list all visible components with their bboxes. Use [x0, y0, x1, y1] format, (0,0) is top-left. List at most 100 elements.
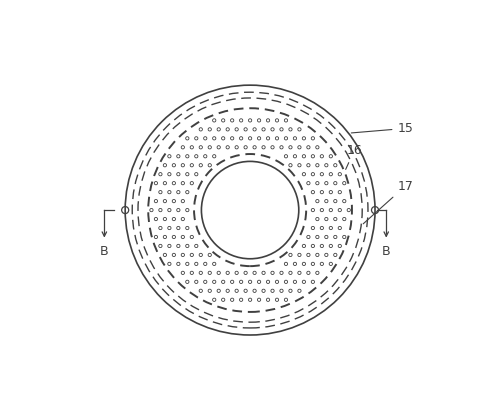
Point — [215, 287, 223, 294]
Point — [286, 144, 294, 151]
Point — [309, 207, 317, 213]
Point — [323, 234, 330, 240]
Point — [309, 243, 317, 249]
Point — [233, 126, 241, 133]
Point — [170, 180, 178, 186]
Point — [327, 260, 335, 267]
Point — [268, 144, 276, 151]
Point — [242, 126, 249, 133]
Point — [323, 180, 330, 186]
Point — [278, 144, 285, 151]
Point — [210, 117, 218, 124]
Point — [251, 270, 259, 276]
Point — [179, 216, 187, 223]
Point — [336, 171, 344, 178]
Point — [313, 270, 321, 276]
Point — [318, 225, 326, 231]
Point — [318, 171, 326, 178]
Point — [157, 243, 164, 249]
Point — [165, 153, 173, 160]
Point — [202, 135, 209, 142]
Point — [296, 252, 304, 258]
Text: 15: 15 — [351, 122, 413, 135]
Point — [313, 162, 321, 168]
Point — [215, 126, 223, 133]
Point — [210, 135, 218, 142]
Point — [206, 252, 214, 258]
Point — [309, 225, 317, 231]
Point — [264, 135, 272, 142]
Point — [296, 144, 304, 151]
Point — [336, 189, 344, 196]
Point — [264, 297, 272, 303]
Point — [255, 278, 263, 285]
Point — [188, 270, 196, 276]
Point — [174, 153, 182, 160]
Point — [224, 126, 232, 133]
Point — [152, 180, 160, 186]
Point — [192, 135, 200, 142]
Point — [318, 207, 326, 213]
Point — [242, 144, 249, 151]
Point — [210, 260, 218, 267]
Point — [286, 270, 294, 276]
Point — [179, 234, 187, 240]
Point — [219, 297, 227, 303]
Point — [179, 162, 187, 168]
Point — [313, 180, 321, 186]
Point — [291, 153, 299, 160]
Point — [340, 216, 348, 223]
Text: 16: 16 — [346, 144, 362, 169]
Point — [157, 171, 164, 178]
Point — [219, 135, 227, 142]
Point — [331, 234, 339, 240]
Point — [188, 162, 196, 168]
Point — [152, 234, 160, 240]
Point — [242, 287, 249, 294]
Point — [268, 270, 276, 276]
Point — [237, 297, 245, 303]
Point — [318, 243, 326, 249]
Point — [246, 135, 254, 142]
Point — [282, 297, 290, 303]
Point — [206, 162, 214, 168]
Point — [282, 135, 290, 142]
Point — [157, 225, 164, 231]
Point — [331, 180, 339, 186]
Point — [183, 243, 191, 249]
Point — [260, 144, 267, 151]
Point — [233, 270, 241, 276]
Point — [179, 144, 187, 151]
Point — [313, 252, 321, 258]
Point — [246, 278, 254, 285]
Point — [210, 297, 218, 303]
Point — [313, 198, 321, 204]
Point — [174, 207, 182, 213]
Point — [224, 287, 232, 294]
Point — [273, 297, 281, 303]
Point — [170, 198, 178, 204]
Point — [197, 144, 204, 151]
Point — [300, 260, 308, 267]
Point — [286, 287, 294, 294]
Point — [327, 189, 335, 196]
Point — [336, 207, 344, 213]
Point — [237, 278, 245, 285]
Point — [264, 117, 272, 124]
Point — [331, 252, 339, 258]
Point — [327, 225, 335, 231]
Point — [323, 252, 330, 258]
Point — [331, 198, 339, 204]
Point — [233, 287, 241, 294]
Point — [336, 243, 344, 249]
Point — [286, 252, 294, 258]
Point — [323, 162, 330, 168]
Point — [165, 171, 173, 178]
Point — [210, 153, 218, 160]
Point — [286, 126, 294, 133]
Point — [233, 144, 241, 151]
Point — [305, 144, 312, 151]
Point — [300, 243, 308, 249]
Point — [282, 117, 290, 124]
Point — [318, 153, 326, 160]
